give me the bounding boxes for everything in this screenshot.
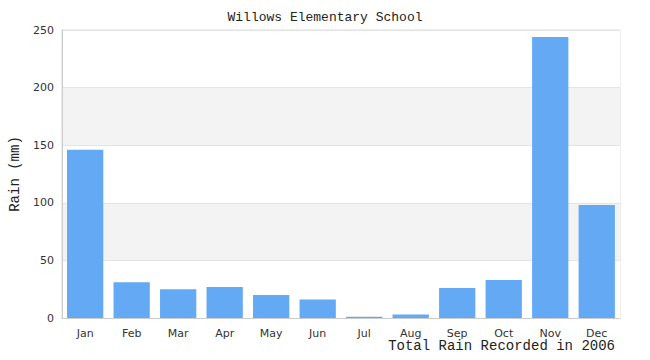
svg-text:200: 200 — [33, 81, 54, 94]
svg-text:100: 100 — [33, 196, 54, 209]
svg-text:Jan: Jan — [76, 327, 94, 340]
svg-text:Dec: Dec — [586, 327, 608, 340]
svg-text:Jul: Jul — [357, 327, 371, 340]
svg-text:0: 0 — [47, 312, 54, 325]
svg-text:May: May — [260, 327, 283, 340]
svg-text:Jun: Jun — [308, 327, 326, 340]
svg-text:Mar: Mar — [168, 327, 189, 340]
svg-text:Apr: Apr — [215, 327, 235, 340]
svg-text:Feb: Feb — [122, 327, 141, 340]
svg-text:Sep: Sep — [446, 327, 468, 340]
svg-text:Total Rain Recorded in 2006: Total Rain Recorded in 2006 — [388, 338, 615, 354]
svg-text:50: 50 — [40, 254, 54, 267]
svg-text:150: 150 — [33, 139, 54, 152]
svg-text:Willows Elementary School: Willows Elementary School — [227, 10, 422, 25]
svg-text:250: 250 — [33, 24, 54, 37]
svg-text:Aug: Aug — [400, 327, 422, 340]
svg-text:Rain (mm): Rain (mm) — [7, 136, 23, 212]
svg-text:Nov: Nov — [539, 327, 561, 340]
svg-text:Oct: Oct — [494, 327, 514, 340]
